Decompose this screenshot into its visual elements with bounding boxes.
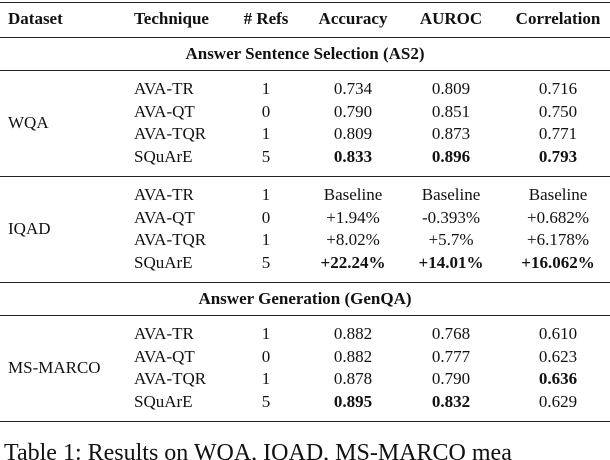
- table-cell: 0: [261, 346, 271, 366]
- table-cell: 0: [261, 101, 271, 121]
- section-title: Answer Generation (GenQA): [198, 289, 412, 308]
- rule: [0, 37, 610, 38]
- header-cell: Dataset: [8, 9, 63, 28]
- table-cell: 0.790: [333, 101, 373, 121]
- table-cell: AVA-TR: [134, 185, 194, 204]
- table-cell: +14.01%: [418, 252, 484, 272]
- table-cell: SQuArE: [134, 146, 193, 166]
- table-cell: 0.636: [538, 369, 578, 388]
- rule: [0, 176, 610, 177]
- table-cell: AVA-QT: [134, 346, 195, 366]
- table-cell: 5: [261, 146, 271, 166]
- table-cell: +0.682%: [527, 207, 589, 227]
- table-cell: AVA-QT: [134, 207, 195, 227]
- table-cell: AVA-TQR: [134, 230, 207, 249]
- table-cell: 0.895: [333, 391, 373, 411]
- caption: Table 1: Results on WQA, IQAD, MS-MARCO …: [4, 440, 512, 460]
- table-cell: Baseline: [528, 185, 588, 204]
- header-cell: # Refs: [243, 9, 289, 28]
- table-cell: 0.610: [538, 324, 578, 343]
- rule: [0, 2, 610, 3]
- table-cell: 0: [261, 207, 271, 227]
- table-cell: 1: [261, 185, 271, 204]
- table-cell: 0.882: [333, 346, 373, 366]
- table-cell: +5.7%: [428, 230, 474, 249]
- table-cell: 0.851: [431, 101, 471, 121]
- table-cell: 0.832: [431, 391, 471, 411]
- table-cell: 0.777: [431, 346, 471, 366]
- table-cell: -0.393%: [421, 207, 481, 227]
- header-cell: AUROC: [419, 9, 483, 28]
- table-cell: +1.94%: [326, 207, 380, 227]
- table-cell: +8.02%: [326, 230, 380, 249]
- table-cell: 1: [261, 324, 271, 343]
- table-cell: SQuArE: [134, 252, 193, 272]
- section-title: Answer Sentence Selection (AS2): [185, 44, 425, 63]
- table-cell: 1: [261, 79, 271, 98]
- rule: [0, 70, 610, 71]
- table-cell: 0.629: [538, 391, 578, 411]
- table-cell: +22.24%: [320, 252, 386, 272]
- table-cell: AVA-TR: [134, 79, 194, 98]
- table-cell: 0.878: [333, 369, 373, 388]
- table-cell: AVA-TR: [134, 324, 194, 343]
- table-cell: 0.873: [431, 124, 471, 143]
- dataset-label: MS-MARCO: [8, 358, 101, 377]
- table-cell: 0.790: [431, 369, 471, 388]
- table-cell: +16.062%: [521, 252, 595, 272]
- table-cell: AVA-QT: [134, 101, 195, 121]
- table-cell: 1: [261, 124, 271, 143]
- table-cell: 5: [261, 391, 271, 411]
- table-cell: 0.809: [333, 124, 373, 143]
- table-cell: Baseline: [323, 185, 383, 204]
- dataset-label: IQAD: [8, 219, 51, 238]
- table-cell: Baseline: [421, 185, 481, 204]
- table-cell: 1: [261, 230, 271, 249]
- dataset-label: WQA: [8, 113, 49, 132]
- table-cell: 0.809: [431, 79, 471, 98]
- header-cell: Technique: [134, 9, 209, 28]
- rule: [0, 282, 610, 283]
- table-cell: 0.768: [431, 324, 471, 343]
- table-cell: 0.734: [333, 79, 373, 98]
- rule: [0, 421, 610, 422]
- header-cell: Accuracy: [318, 9, 388, 28]
- table-cell: 0.882: [333, 324, 373, 343]
- table-cell: 5: [261, 252, 271, 272]
- header-cell: Correlation: [515, 9, 601, 28]
- rule: [0, 315, 610, 316]
- table-cell: 0.896: [431, 146, 471, 166]
- table-cell: 0.771: [538, 124, 578, 143]
- table-cell: 0.623: [538, 346, 578, 366]
- table-cell: 1: [261, 369, 271, 388]
- table-cell: 0.750: [538, 101, 578, 121]
- table-cell: +6.178%: [527, 230, 589, 249]
- table-cell: 0.833: [333, 146, 373, 166]
- table-cell: 0.716: [538, 79, 578, 98]
- table-cell: SQuArE: [134, 391, 193, 411]
- table-cell: AVA-TQR: [134, 369, 207, 388]
- table-cell: AVA-TQR: [134, 124, 207, 143]
- table-cell: 0.793: [538, 146, 578, 166]
